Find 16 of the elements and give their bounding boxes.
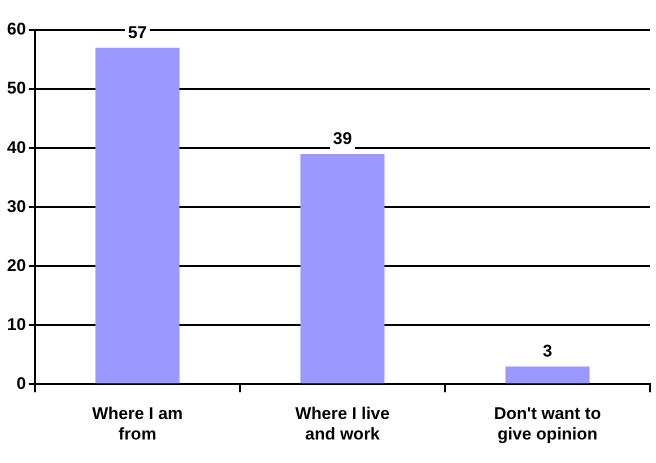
y-tick-label: 0 <box>16 374 26 393</box>
x-tick-label: Where I live and work <box>295 404 390 444</box>
bar <box>505 366 590 384</box>
x-tick-label: Don't want to give opinion <box>494 404 601 444</box>
y-tick-label: 10 <box>6 314 26 334</box>
bar <box>300 154 384 384</box>
y-tick-label: 40 <box>6 138 26 157</box>
x-tick-label: Where I am from <box>92 404 183 444</box>
data-label: 3 <box>542 342 552 361</box>
bar <box>95 48 180 384</box>
y-tick-label: 50 <box>6 78 26 98</box>
data-label: 39 <box>332 129 352 148</box>
y-tick-label: 30 <box>6 196 26 216</box>
data-label: 57 <box>128 22 147 42</box>
y-tick-label: 60 <box>6 20 26 39</box>
y-tick-label: 20 <box>6 256 26 275</box>
